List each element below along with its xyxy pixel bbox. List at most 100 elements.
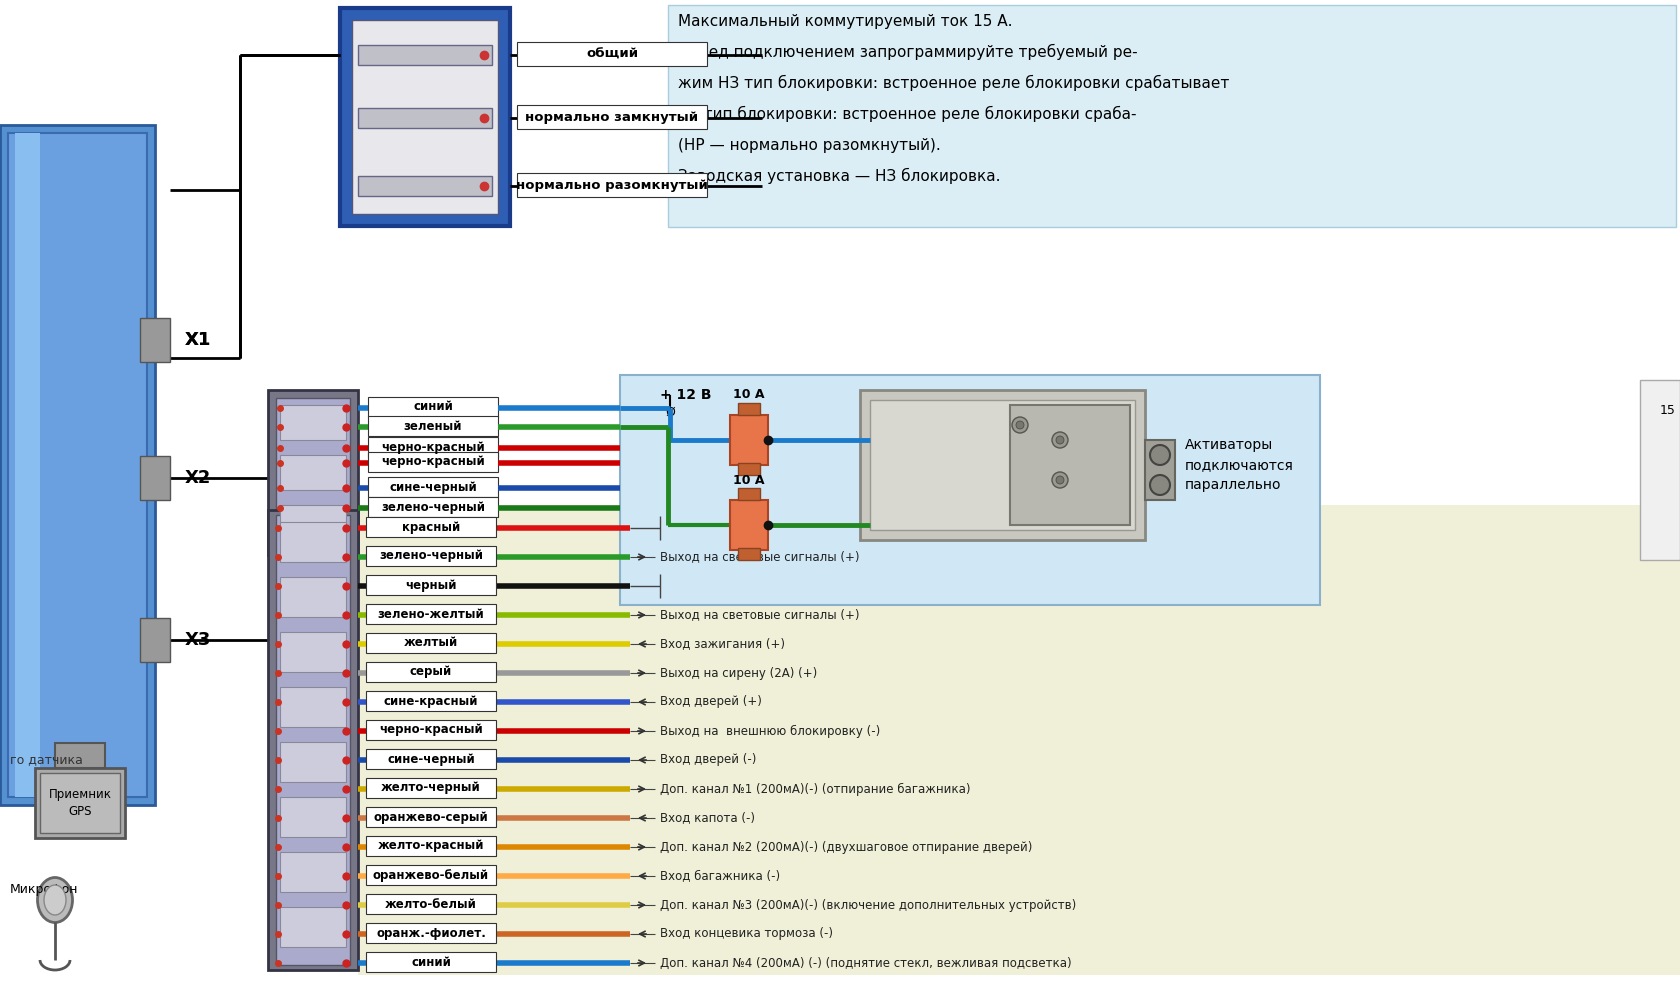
Bar [281, 742, 346, 782]
Bar [281, 577, 346, 617]
Bar [358, 45, 492, 65]
Bar [15, 133, 40, 797]
Bar [517, 42, 707, 66]
Text: Вход капота (-): Вход капота (-) [660, 812, 754, 825]
Text: Заводская установка — НЗ блокировка.: Заводская установка — НЗ блокировка. [677, 168, 1000, 184]
Text: нормально разомкнутый: нормально разомкнутый [516, 178, 707, 191]
Circle shape [1149, 475, 1169, 495]
Text: сине-черный: сине-черный [388, 481, 477, 494]
Bar [366, 807, 496, 827]
Text: Вход дверей (+): Вход дверей (+) [660, 695, 761, 708]
Text: 15: 15 [1660, 403, 1675, 416]
Text: синий: синий [413, 400, 452, 413]
Text: X1: X1 [185, 331, 212, 349]
Text: 10 А: 10 А [732, 388, 764, 401]
Text: зелено-черный: зелено-черный [381, 501, 486, 513]
Text: Перед подключением запрограммируйте требуемый ре-: Перед подключением запрограммируйте треб… [677, 44, 1137, 60]
Circle shape [1015, 421, 1023, 429]
Bar [281, 522, 346, 562]
Text: зелено-желтый: зелено-желтый [378, 608, 484, 621]
Text: Вход концевика тормоза (-): Вход концевика тормоза (-) [660, 928, 833, 941]
Bar [368, 497, 497, 517]
Text: зелено-черный: зелено-черный [378, 549, 482, 562]
Bar [1010, 405, 1129, 525]
Text: Выход на световые сигналы (+): Выход на световые сигналы (+) [660, 609, 858, 622]
Bar [738, 548, 759, 560]
Text: X3: X3 [185, 631, 212, 649]
Bar [368, 452, 497, 472]
Bar [368, 477, 497, 497]
Bar [366, 633, 496, 653]
Bar [276, 398, 349, 547]
Bar [366, 575, 496, 595]
Bar [366, 923, 496, 943]
Bar [281, 405, 346, 440]
Text: Ø: Ø [665, 405, 674, 418]
Bar [870, 400, 1134, 530]
Text: нормально замкнутый: нормально замкнутый [526, 111, 699, 124]
Bar [1640, 380, 1678, 560]
Bar [366, 604, 496, 624]
Bar [276, 515, 349, 965]
Text: Доп. канал №2 (200мА)(-) (двухшаговое отпирание дверей): Доп. канал №2 (200мА)(-) (двухшаговое от… [660, 840, 1032, 853]
Bar [366, 865, 496, 885]
Bar [366, 691, 496, 711]
Text: сине-черный: сине-черный [386, 752, 474, 766]
Text: Активаторы
подключаются
параллельно: Активаторы подключаются параллельно [1184, 439, 1294, 492]
Bar [281, 907, 346, 947]
Bar [139, 456, 170, 500]
Bar [366, 662, 496, 682]
Text: черный: черный [405, 578, 457, 592]
Bar [267, 510, 358, 970]
Bar [358, 505, 1680, 975]
Bar [40, 773, 119, 833]
Bar [738, 463, 759, 475]
Bar [667, 5, 1675, 227]
Text: Вход зажигания (+): Вход зажигания (+) [660, 638, 785, 651]
Text: синий: синий [412, 956, 450, 969]
Bar [368, 397, 497, 417]
Bar [358, 176, 492, 196]
Bar [281, 455, 346, 490]
Bar [35, 768, 124, 838]
Bar [620, 375, 1319, 605]
Text: черно-красный: черно-красный [381, 441, 484, 454]
Text: 10 А: 10 А [732, 474, 764, 487]
Bar [368, 416, 497, 436]
Ellipse shape [44, 885, 66, 915]
Text: Вход багажника (-): Вход багажника (-) [660, 869, 780, 882]
Text: Доп. канал №4 (200мА) (-) (поднятие стекл, вежливая подсветка): Доп. канал №4 (200мА) (-) (поднятие стек… [660, 957, 1070, 970]
Bar [366, 749, 496, 769]
Bar [339, 8, 509, 226]
Text: серый: серый [410, 666, 452, 678]
Text: зеленый: зеленый [403, 420, 462, 433]
Bar [267, 390, 358, 555]
Text: X2: X2 [185, 469, 212, 487]
Bar [0, 125, 155, 805]
Bar [366, 894, 496, 914]
Bar [517, 173, 707, 197]
Bar [139, 618, 170, 662]
Text: Доп. канал №1 (200мА)(-) (отпирание багажника): Доп. канал №1 (200мА)(-) (отпирание бага… [660, 783, 969, 796]
Text: Микрофон: Микрофон [10, 883, 79, 896]
Bar [368, 437, 497, 457]
Bar [281, 632, 346, 672]
Bar [1144, 440, 1174, 500]
Text: X1: X1 [185, 331, 212, 349]
Text: Доп. канал №3 (200мА)(-) (включение дополнительных устройств): Доп. канал №3 (200мА)(-) (включение допо… [660, 898, 1075, 911]
Circle shape [1055, 436, 1063, 444]
Bar [366, 720, 496, 740]
Bar [738, 403, 759, 415]
Bar [351, 20, 497, 214]
Text: оранж.-фиолет.: оранж.-фиолет. [376, 927, 486, 940]
Ellipse shape [37, 877, 72, 923]
Bar [358, 108, 492, 128]
Bar [738, 488, 759, 500]
Circle shape [1052, 472, 1067, 488]
Bar [281, 797, 346, 837]
Bar [281, 505, 346, 540]
Text: желто-черный: желто-черный [381, 782, 480, 795]
Circle shape [1052, 432, 1067, 448]
Text: сине-красный: сине-красный [383, 694, 479, 707]
Text: Максимальный коммутируемый ток 15 А.: Максимальный коммутируемый ток 15 А. [677, 13, 1011, 28]
